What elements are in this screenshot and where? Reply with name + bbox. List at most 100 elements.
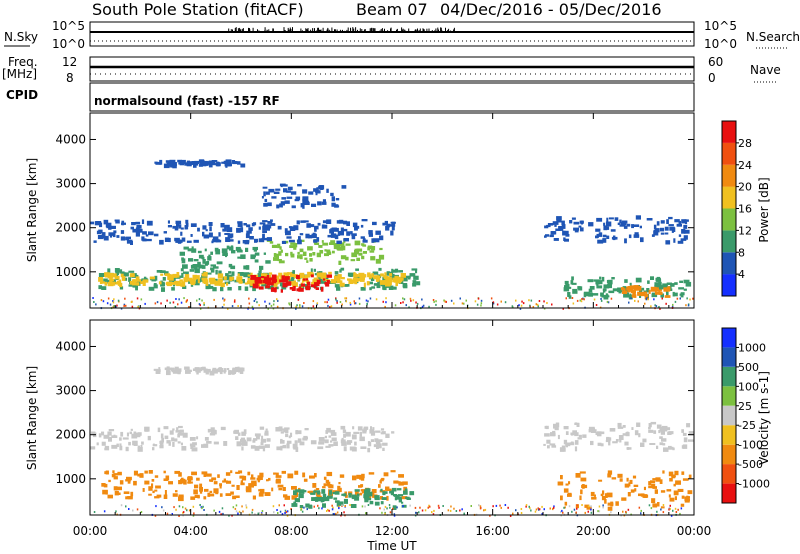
heatmap-cell: [251, 222, 255, 227]
heatmap-cell: [275, 188, 281, 191]
heatmap-cell: [582, 434, 587, 438]
heatmap-cell: [571, 510, 573, 513]
heatmap-cell: [224, 227, 227, 232]
heatmap-cell: [390, 230, 394, 236]
heatmap-cell: [680, 292, 685, 296]
heatmap-cell: [171, 287, 175, 291]
heatmap-cell: [633, 234, 640, 238]
heatmap-cell: [382, 286, 386, 290]
heatmap-cell: [602, 238, 607, 243]
heatmap-cell: [576, 422, 580, 427]
heatmap-cell: [330, 440, 333, 443]
heatmap-cell: [568, 505, 571, 508]
heatmap-cell: [315, 496, 319, 502]
heatmap-cell: [391, 225, 395, 231]
heatmap-cell: [334, 234, 339, 240]
heatmap-cell: [242, 240, 247, 244]
heatmap-cell: [617, 422, 622, 427]
heatmap-cell: [563, 439, 568, 445]
heatmap-cell: [581, 504, 583, 506]
colorbar-tick-label: 8: [738, 246, 745, 259]
heatmap-cell: [589, 286, 595, 290]
heatmap-cell: [578, 225, 582, 228]
heatmap-cell: [668, 471, 674, 477]
heatmap-cell: [260, 438, 267, 443]
heatmap-cell: [386, 223, 391, 228]
heatmap-cell: [125, 505, 127, 508]
heatmap-cell: [515, 299, 517, 302]
heatmap-cell: [341, 493, 345, 496]
heatmap-cell: [102, 489, 108, 495]
heatmap-cell: [129, 280, 133, 285]
heatmap-cell: [361, 255, 365, 260]
heatmap-cell: [169, 274, 174, 278]
heatmap-cell: [184, 507, 187, 510]
heatmap-cell: [327, 495, 333, 499]
heatmap-cell: [282, 282, 288, 288]
heatmap-cell: [199, 487, 203, 492]
heatmap-cell: [186, 509, 188, 512]
heatmap-cell: [223, 224, 230, 228]
heatmap-cell: [365, 512, 367, 515]
heatmap-cell: [648, 289, 651, 294]
heatmap-cell: [316, 279, 321, 285]
heatmap-cell: [167, 162, 173, 167]
heatmap-cell: [121, 220, 125, 226]
heatmap-cell: [179, 275, 184, 278]
heatmap-cell: [185, 300, 188, 303]
heatmap-cell: [118, 492, 121, 495]
heatmap-cell: [552, 508, 554, 511]
y-tick-label: 1000: [55, 472, 86, 486]
heatmap-cell: [189, 437, 196, 441]
heatmap-cell: [122, 272, 127, 277]
heatmap-cell: [316, 272, 322, 278]
heatmap-cell: [276, 472, 279, 477]
heatmap-cell: [335, 500, 340, 503]
heatmap-cell: [226, 480, 232, 484]
heatmap-cell: [145, 426, 149, 432]
heatmap-cell: [257, 480, 260, 483]
heatmap-cell: [261, 283, 267, 287]
heatmap-cell: [234, 507, 237, 510]
heatmap-cell: [182, 511, 184, 514]
heatmap-cell: [364, 496, 369, 499]
heatmap-cell: [608, 440, 611, 446]
heatmap-cell: [601, 276, 605, 282]
heatmap-cell: [338, 507, 340, 510]
heatmap-cell: [99, 222, 103, 228]
heatmap-cell: [250, 254, 256, 260]
heatmap-cell: [663, 447, 669, 452]
heatmap-cell: [289, 226, 296, 231]
heatmap-cell: [208, 254, 211, 258]
heatmap-cell: [509, 515, 512, 517]
heatmap-cell: [606, 235, 610, 239]
heatmap-cell: [650, 276, 654, 280]
heatmap-cell: [345, 243, 351, 246]
freq-strip-frame: [89, 56, 695, 82]
heatmap-cell: [562, 230, 566, 236]
heatmap-cell: [276, 446, 281, 451]
heatmap-cell: [178, 298, 180, 301]
heatmap-cell: [605, 439, 611, 443]
heatmap-cell: [250, 277, 255, 283]
heatmap-cell: [652, 478, 657, 481]
heatmap-cell: [275, 253, 279, 259]
heatmap-cell: [318, 271, 323, 274]
heatmap-cell: [160, 433, 164, 439]
heatmap-cell: [547, 445, 550, 449]
heatmap-cell: [651, 498, 656, 504]
heatmap-cell: [231, 305, 234, 308]
heatmap-cell: [238, 286, 242, 291]
heatmap-cell: [200, 161, 206, 166]
y-tick-label: 1000: [55, 265, 86, 279]
heatmap-cell: [391, 221, 395, 226]
heatmap-cell: [244, 286, 249, 291]
heatmap-cell: [370, 278, 375, 281]
heatmap-cell: [368, 497, 372, 501]
heatmap-cell: [292, 443, 298, 449]
heatmap-cell: [373, 275, 379, 280]
heatmap-cell: [560, 510, 562, 513]
heatmap-cell: [262, 230, 267, 233]
heatmap-cell: [288, 435, 291, 439]
heatmap-cell: [624, 441, 629, 446]
